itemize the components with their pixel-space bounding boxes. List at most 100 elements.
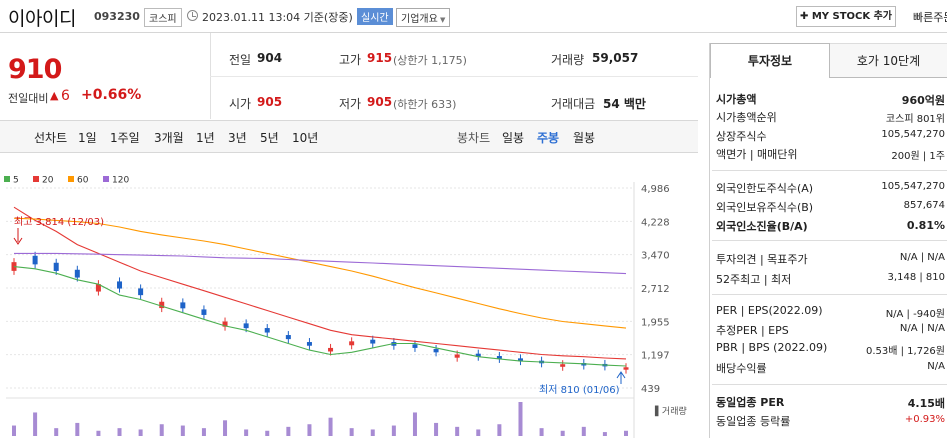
chevron-down-icon: ▼ [437,16,446,24]
legend-label: 20 [42,176,54,186]
invest-row-label: PER | EPS(2022.09) [716,304,823,317]
volume-bar [33,412,38,436]
invest-row-label: 외국인소진율(B/A) [716,220,808,233]
invest-row-value: 0.53배 | 1,726원 [865,346,945,357]
low-arrow-icon [616,371,626,379]
stock-header [0,0,947,33]
tab-order-book[interactable]: 호가 10단계 [830,43,947,78]
clock-icon [187,10,198,21]
high-value: 915 [367,51,393,65]
add-my-stock-label: MY STOCK 추가 [811,11,893,22]
y-axis-ticks: 4,986 4,228 3,470 2,712 1,955 1,197 439 [641,184,670,395]
high-annotation: 최고 3,814 (12/03) [14,216,104,228]
candle [623,367,629,370]
ma-line-20 [13,206,627,360]
volume-bar [539,428,544,436]
row-divider [712,240,947,241]
volume-label: ▌거래량 [654,405,687,417]
volume-bar [412,412,417,436]
period-monthly[interactable]: 월봉 [573,131,596,145]
volume-bars: ▌거래량 [12,402,687,436]
quick-order-link[interactable]: 빠른주문 [913,11,947,24]
change-value: 6 [61,88,70,104]
invest-row-value: N/A | N/A [899,252,945,263]
invest-row-label: 배당수익률 [716,362,767,375]
volume-bar [560,430,565,436]
invest-row-label: PBR | BPS (2022.09) [716,341,828,354]
invest-row-label: 외국인보유주식수(B) [716,201,814,214]
legend-swatch [4,176,10,182]
period-1w[interactable]: 1주일 [110,131,140,145]
add-my-stock-button[interactable]: ✚ MY STOCK 추가 [796,6,896,27]
prev-close-value: 904 [257,51,283,65]
volume-bar [265,430,270,436]
open-label: 시가 [229,97,252,111]
high-arrow-icon [13,237,23,245]
volume-bar [286,426,291,436]
volume-bar [602,432,607,436]
price-chart[interactable]: 5 20 60 120 ▌거래량 4,986 4,228 3,470 2,712 1,955 1… [0,170,698,438]
row-divider [712,384,947,385]
ma-line-60 [13,217,627,329]
realtime-badge[interactable]: 실시간 [357,8,393,25]
legend-label: 60 [77,176,89,186]
volume-bar [624,430,628,436]
volume-bar [138,429,143,436]
invest-row-value: N/A [927,361,945,372]
invest-row-value: N/A | -940원 [885,309,945,320]
candles [11,251,629,374]
ma-line-120 [14,252,627,275]
ma-line-5 [13,266,627,367]
up-arrow-icon: ▲ [50,89,59,102]
volume-bar [434,422,439,436]
period-daily[interactable]: 일봉 [502,131,525,145]
timestamp: 2023.01.11 13:04 기준(장중) [202,11,353,24]
change-percent: +0.66% [81,87,142,103]
invest-row-value: 4.15배 [907,397,945,410]
invest-row-label: 추정PER | EPS [716,324,789,337]
invest-row-value: 105,547,270 [881,181,945,192]
candle [517,358,523,362]
overview-label: 기업개요 [401,14,438,25]
invest-row-value: 200원 | 1주 [891,151,945,162]
period-3m[interactable]: 3개월 [154,131,184,145]
period-5y[interactable]: 5년 [260,131,279,145]
open-value: 905 [257,95,283,109]
candle [285,335,291,340]
period-1y[interactable]: 1년 [196,131,215,145]
divider [210,76,698,77]
volume-bar [96,430,101,436]
period-bar [0,120,698,153]
volume-bar [455,426,460,436]
candle [243,323,249,329]
y-tick-label: 1,197 [641,351,670,362]
row-divider [712,170,947,171]
invest-row-label: 시가총액 [716,93,757,106]
invest-row-label: 투자의견 | 목표주가 [716,253,808,266]
candle [95,284,101,292]
invest-row-label: 액면가 | 매매단위 [716,148,798,161]
market-badge: 코스피 [144,8,182,27]
tab-invest-info[interactable]: 투자정보 [710,43,830,78]
candle [349,341,355,346]
volume-bar [75,422,80,436]
chart-annotations: 최고 3,814 (12/03) 최저 810 (01/06) [13,216,626,396]
volume-bar [159,424,164,436]
volume-bar [349,428,354,436]
period-10y[interactable]: 10년 [292,131,319,145]
legend-label: 5 [13,176,19,186]
invest-row-label: 52주최고 | 최저 [716,273,792,286]
company-overview-dropdown[interactable]: 기업개요 ▼ [396,8,451,27]
period-3y[interactable]: 3년 [228,131,247,145]
panel-border [709,43,710,438]
candle [328,347,334,352]
candle [138,288,144,296]
low-value: 905 [367,95,393,109]
period-1d[interactable]: 1일 [78,131,97,145]
volume-bar [180,425,185,436]
low-label: 저가 [339,97,362,111]
volume-bar [117,428,122,436]
y-tick-label: 439 [641,384,660,395]
volume-bar [476,429,481,436]
period-weekly[interactable]: 주봉 [537,131,560,145]
